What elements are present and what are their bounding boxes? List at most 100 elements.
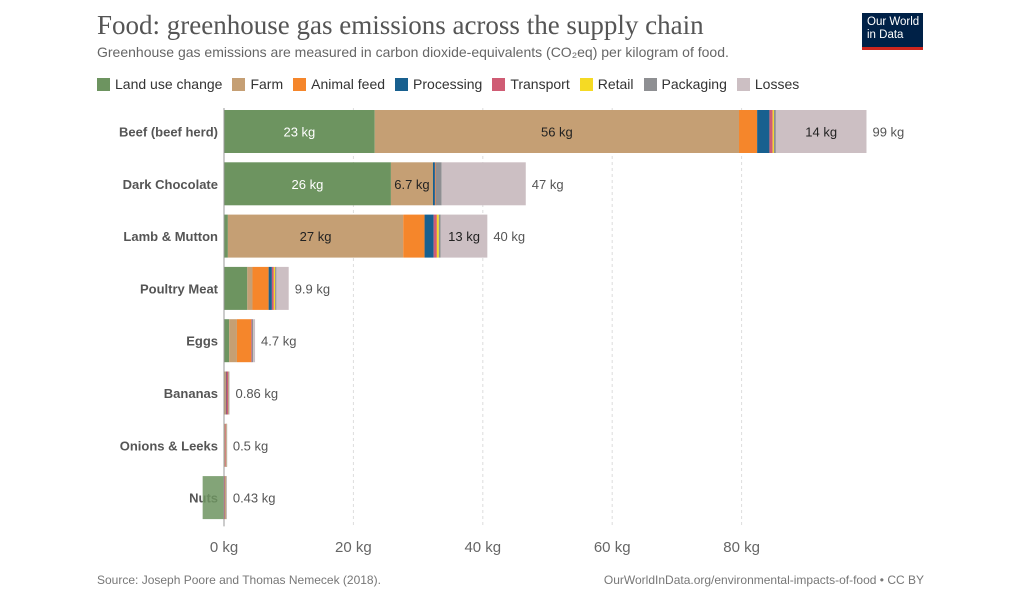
bar-segment[interactable] bbox=[268, 266, 272, 310]
bar-segment[interactable] bbox=[739, 110, 758, 153]
legend-item[interactable]: Retail bbox=[579, 76, 634, 92]
bar-segment[interactable] bbox=[390, 162, 433, 206]
bar-segment[interactable] bbox=[224, 110, 375, 153]
bar-segment[interactable] bbox=[226, 476, 227, 520]
legend-item[interactable]: Land use change bbox=[97, 76, 222, 92]
bar-segment[interactable] bbox=[251, 319, 252, 363]
bar-segment[interactable] bbox=[224, 371, 226, 415]
legend-label: Farm bbox=[250, 76, 284, 92]
legend-label: Retail bbox=[597, 76, 634, 92]
bar-segment[interactable] bbox=[424, 214, 434, 258]
bar-segment[interactable] bbox=[433, 214, 437, 258]
bar-segment[interactable] bbox=[226, 423, 228, 467]
total-label: 4.7 kg bbox=[261, 334, 296, 349]
segment-label: 6.7 kg bbox=[394, 177, 429, 192]
source-url[interactable]: OurWorldInData.org/environmental-impacts… bbox=[603, 573, 924, 587]
legend-label: Land use change bbox=[115, 76, 223, 92]
bar-segment[interactable] bbox=[202, 476, 224, 520]
x-tick-label: 80 kg bbox=[723, 539, 760, 556]
bar-segment[interactable] bbox=[432, 162, 435, 206]
x-tick-label: 40 kg bbox=[464, 539, 501, 556]
legend-item[interactable]: Losses bbox=[736, 76, 800, 92]
source-note: Source: Joseph Poore and Thomas Nemecek … bbox=[97, 573, 381, 587]
legend-item[interactable]: Farm bbox=[232, 76, 283, 92]
category-label: Bananas bbox=[164, 386, 218, 401]
total-label: 0.43 kg bbox=[233, 491, 276, 506]
total-label: 9.9 kg bbox=[295, 281, 330, 296]
legend-swatch bbox=[97, 77, 110, 91]
bar-segment[interactable] bbox=[252, 266, 269, 310]
bar-segment[interactable] bbox=[253, 319, 256, 363]
bar-segment[interactable] bbox=[229, 319, 237, 363]
legend-swatch bbox=[736, 77, 750, 91]
bar-segment[interactable] bbox=[440, 214, 488, 258]
total-label: 99 kg bbox=[872, 125, 904, 140]
bar-segment[interactable] bbox=[276, 266, 289, 310]
segment-label: 13 kg bbox=[448, 229, 480, 244]
total-label: 0.5 kg bbox=[233, 438, 268, 453]
bar-segment[interactable] bbox=[374, 110, 740, 153]
total-label: 47 kg bbox=[532, 177, 564, 192]
bar-segment[interactable] bbox=[228, 371, 230, 415]
bar-segment[interactable] bbox=[775, 110, 867, 153]
bar-segment[interactable] bbox=[769, 110, 773, 153]
legend-swatch bbox=[492, 77, 506, 91]
legend: Land use change Farm Animal feed Processing… bbox=[97, 76, 799, 92]
bar-segment[interactable] bbox=[772, 110, 774, 153]
bar-segment[interactable] bbox=[224, 423, 226, 467]
bar-segment[interactable] bbox=[251, 319, 254, 363]
category-label: Eggs bbox=[186, 334, 218, 349]
legend-label: Animal feed bbox=[311, 76, 386, 92]
bar-segment[interactable] bbox=[438, 214, 441, 258]
legend-item[interactable]: Processing bbox=[395, 76, 482, 92]
legend-label: Packaging bbox=[661, 76, 727, 92]
x-tick-label: 20 kg bbox=[335, 539, 372, 556]
bar-segment[interactable] bbox=[275, 266, 277, 310]
segment-label: 56 kg bbox=[541, 125, 573, 140]
x-tick-label: 0 kg bbox=[210, 539, 238, 556]
bar-segment[interactable] bbox=[403, 214, 425, 258]
legend-label: Transport bbox=[510, 76, 570, 92]
bar-segment[interactable] bbox=[224, 162, 391, 206]
bar-segment[interactable] bbox=[757, 110, 770, 153]
legend-swatch bbox=[643, 77, 657, 91]
legend-swatch bbox=[293, 77, 307, 91]
bar-segment[interactable] bbox=[434, 162, 436, 206]
legend-swatch bbox=[579, 77, 593, 91]
legend-label: Processing bbox=[413, 76, 483, 92]
bar-segment[interactable] bbox=[441, 162, 526, 206]
bar-segment[interactable] bbox=[435, 162, 442, 206]
category-label: Beef (beef herd) bbox=[119, 125, 218, 140]
owid-logo[interactable]: Our World in Data bbox=[862, 13, 923, 50]
bar-segment[interactable] bbox=[247, 266, 253, 310]
legend-item[interactable]: Packaging bbox=[643, 76, 727, 92]
bar-segment[interactable] bbox=[773, 110, 776, 153]
bar-segment[interactable] bbox=[225, 476, 227, 520]
total-label: 40 kg bbox=[493, 229, 525, 244]
category-label: Dark Chocolate bbox=[123, 177, 218, 192]
bar-segment[interactable] bbox=[271, 266, 274, 310]
total-label: 0.86 kg bbox=[235, 386, 278, 401]
bar-segment[interactable] bbox=[224, 266, 248, 310]
segment-label: 23 kg bbox=[283, 125, 315, 140]
chart-subtitle: Greenhouse gas emissions are measured in… bbox=[97, 44, 729, 60]
legend-swatch bbox=[232, 77, 246, 91]
bar-segment[interactable] bbox=[227, 214, 404, 258]
bar-segment[interactable] bbox=[273, 266, 276, 310]
bar-segment[interactable] bbox=[236, 319, 252, 363]
bar-segment[interactable] bbox=[225, 423, 227, 467]
legend-label: Losses bbox=[754, 76, 800, 92]
segment-label: 14 kg bbox=[805, 125, 837, 140]
bar-segment[interactable] bbox=[436, 214, 439, 258]
legend-item[interactable]: Transport bbox=[492, 76, 570, 92]
legend-item[interactable]: Animal feed bbox=[293, 76, 385, 92]
bar-segment[interactable] bbox=[228, 371, 230, 415]
segment-label: 27 kg bbox=[300, 229, 332, 244]
category-label: Poultry Meat bbox=[140, 281, 219, 296]
bar-segment[interactable] bbox=[224, 319, 230, 363]
segment-label: 26 kg bbox=[292, 177, 324, 192]
bar-segment[interactable] bbox=[224, 476, 226, 520]
bar-segment[interactable] bbox=[224, 214, 228, 258]
bar-segment[interactable] bbox=[226, 371, 229, 415]
